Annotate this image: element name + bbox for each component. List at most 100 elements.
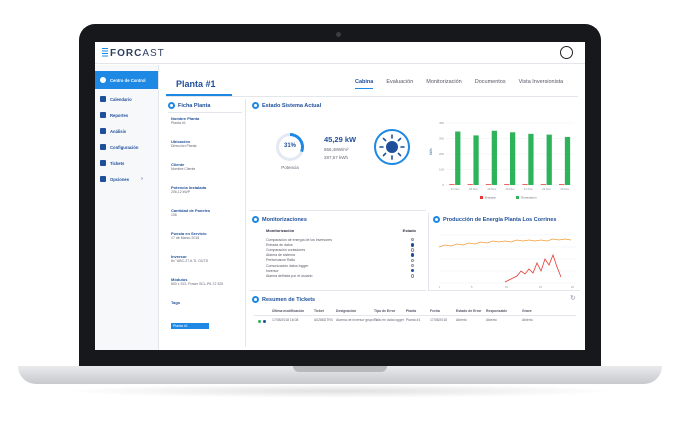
gauge-caption: Potencia: [281, 165, 299, 170]
y-tick-label: 400: [439, 121, 444, 125]
field-value: 17 de Marzo 2018: [171, 236, 200, 240]
x-tick-label: 20-Nov: [505, 187, 515, 191]
column-header[interactable]: Tipo de Error: [374, 309, 396, 313]
monit-label: Inversor: [266, 268, 279, 273]
monit-label: Entrada de datos: [266, 242, 293, 247]
column-header[interactable]: Ticket: [314, 309, 324, 313]
sidebar-item-icon: [100, 77, 106, 83]
table-cell: A0286DTR4: [314, 318, 333, 322]
field-value: 800 x SCL Power SCL-P6-72 325: [171, 282, 224, 286]
legend-swatch: [480, 196, 483, 199]
column-header[interactable]: Grave: [522, 309, 532, 313]
table-cell: Fallo en data logger: [374, 318, 404, 322]
legend-label: Generación: [521, 196, 537, 200]
list-item: Inversor: [266, 268, 416, 273]
power-gauge: [276, 133, 304, 161]
gauge-value: 31%: [283, 143, 296, 149]
column-header[interactable]: Última modificación: [272, 309, 305, 313]
ficha-field: Módulos 800 x SCL Power SCL-P6-72 325: [171, 277, 223, 287]
table-row[interactable]: 17/08/2018 16:08 A0286DTR4 Alarma de inver…: [254, 318, 576, 325]
ticket-icon: [252, 296, 259, 303]
bar-energía: [467, 184, 473, 185]
bar-generación: [473, 135, 479, 185]
refresh-icon[interactable]: ↻: [570, 295, 576, 302]
bar-energía: [540, 184, 546, 185]
sidebar-item-icon: [100, 176, 106, 182]
tab-4[interactable]: Vista Inversionista: [518, 79, 564, 85]
x-tick-label: 23-Nov: [560, 187, 570, 191]
main-content: Planta #1 Cabina Evaluación Monitorización…: [160, 65, 585, 350]
bar-generación: [510, 132, 516, 185]
field-label: Inversor: [171, 254, 187, 259]
tab-0[interactable]: Cabina: [355, 79, 374, 89]
sidebar-item-2[interactable]: Reportes: [95, 107, 158, 123]
page-title: Planta #1: [176, 79, 216, 89]
field-label: Ubicación: [171, 139, 191, 144]
status-dot-icon[interactable]: [410, 248, 414, 252]
sidebar-item-icon: [100, 144, 106, 150]
energy-value: 287,57 kWh: [324, 155, 349, 160]
status-dot-icon[interactable]: [410, 258, 414, 263]
production-line-chart: 1 5 10 15 20: [438, 234, 577, 289]
field-value: 206,12 kWP: [171, 190, 191, 194]
y-tick-label: 300: [439, 137, 444, 141]
estado-panel: Estado Sistema Actual 31% Potencia 45,29…: [250, 99, 426, 211]
sun-icon: [374, 129, 410, 165]
bar-energía: [504, 184, 510, 185]
user-icon[interactable]: [560, 46, 573, 59]
status-dot-icon[interactable]: [410, 237, 414, 242]
sidebar-item-4[interactable]: Configuración: [95, 139, 158, 155]
column-header[interactable]: Fecha: [430, 309, 440, 313]
tab-2[interactable]: Monitorización: [426, 79, 462, 85]
sidebar-item-3[interactable]: Análisis: [95, 123, 158, 139]
sidebar-item-icon: [100, 128, 106, 134]
field-label: Cantidad de Paneles: [171, 208, 211, 213]
status-dot-icon[interactable]: [410, 274, 414, 278]
sidebar-item-0[interactable]: Centro de Control: [95, 71, 158, 89]
sidebar-item-label: Reportes: [110, 112, 129, 118]
tab-3[interactable]: Documentos: [474, 79, 506, 85]
list-item: Performance Ratio: [266, 258, 416, 263]
laptop-shadow: [60, 384, 620, 398]
monit-label: Comunicación datos logger: [266, 263, 309, 268]
screen: FORCAST Centro de Control Calendario Repor…: [95, 42, 585, 350]
laptop-base: [18, 366, 662, 384]
laptop-notch: [293, 366, 387, 372]
ficha-field: Nombre Planta Planta #1: [171, 116, 199, 126]
sidebar-item-5[interactable]: Tickets: [95, 155, 158, 171]
sidebar-item-label: Análisis: [110, 128, 127, 134]
column-header[interactable]: Estado de Error: [456, 309, 482, 313]
status-dot-icon[interactable]: [410, 253, 414, 257]
tag-chip[interactable]: Planta #1: [171, 323, 209, 329]
bar-generación: [491, 130, 497, 185]
status-dot-icon[interactable]: [410, 268, 414, 273]
sidebar-item-1[interactable]: Calendario: [95, 91, 158, 107]
bar-energía: [449, 184, 455, 185]
column-header[interactable]: Planta: [406, 309, 417, 313]
sidebar-item-6[interactable]: Opciones ›: [95, 171, 158, 187]
list-item: Comparación de energía de los inversores: [266, 237, 416, 242]
tab-1[interactable]: Evaluación: [386, 79, 414, 85]
status-dot-icon[interactable]: [410, 243, 414, 247]
app-logo[interactable]: FORCAST: [102, 48, 165, 59]
column-header[interactable]: Responsable: [486, 309, 508, 313]
x-tick-label: 18-Nov: [469, 187, 479, 191]
table-cell: Abierto: [456, 318, 467, 322]
ficha-field: Tags: [171, 300, 180, 305]
monit-label: Comparación contadores: [266, 247, 306, 252]
sidebar: Centro de Control Calendario Reportes Análi…: [95, 65, 159, 350]
list-item: Alarma definida por el usuario: [266, 273, 416, 278]
monit-label: Comparación de energía de los inversores: [266, 237, 332, 242]
field-value: Nombre Cliente: [171, 167, 196, 171]
monit-label: Alarma de sistema: [266, 253, 295, 258]
table-cell: Alarma de inversor grupo 3: [336, 318, 377, 322]
field-label: Nombre Planta: [171, 116, 200, 121]
column-header[interactable]: Designación: [336, 309, 357, 313]
svg-text:1: 1: [439, 285, 441, 289]
status-dot-icon[interactable]: [410, 263, 414, 268]
tab-bar: Cabina Evaluación Monitorización Documentos…: [355, 79, 576, 89]
field-label: Potencia instalada: [171, 185, 207, 190]
production-line-red: [504, 253, 562, 283]
table-cell: 17/08/2018: [430, 318, 447, 322]
tickets-header: Resumen de Tickets: [252, 296, 315, 303]
